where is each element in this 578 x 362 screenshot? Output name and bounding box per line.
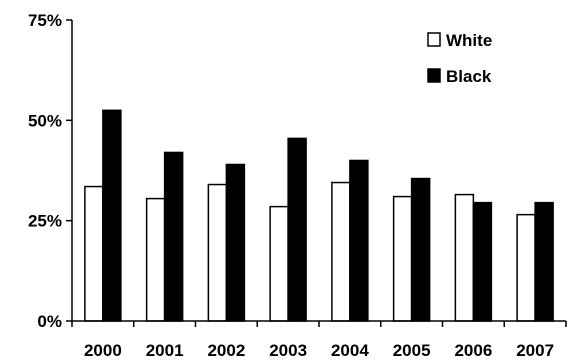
bar-black-2001 bbox=[163, 151, 184, 322]
bar-black-2000 bbox=[102, 109, 122, 322]
legend: White Black bbox=[427, 31, 492, 86]
labels-layer: 0% 25% 50% 75% 2000 2001 2002 2003 2004 2005 2006 2… bbox=[28, 11, 554, 360]
bar-black-2004 bbox=[349, 159, 369, 322]
bar-black-2007 bbox=[534, 201, 554, 322]
bar-white-2007 bbox=[516, 213, 536, 322]
bar-black-2003 bbox=[287, 137, 307, 322]
bar-white-2000 bbox=[84, 185, 104, 322]
bar-white-2001 bbox=[145, 197, 166, 322]
bar-black-2005 bbox=[410, 177, 431, 322]
x-tick-label: 2004 bbox=[331, 341, 369, 360]
legend-label-black: Black bbox=[446, 67, 492, 86]
x-tick-label: 2003 bbox=[269, 341, 307, 360]
x-tick-label: 2001 bbox=[146, 341, 184, 360]
y-tick-label: 50% bbox=[28, 111, 62, 130]
bar-black-2002 bbox=[225, 163, 246, 322]
bar-black-2006 bbox=[472, 201, 493, 322]
x-tick-label: 2002 bbox=[207, 341, 245, 360]
bar-white-2003 bbox=[269, 205, 289, 322]
y-tick-label: 25% bbox=[28, 212, 62, 231]
bar-white-2004 bbox=[331, 181, 351, 322]
bars-layer bbox=[84, 109, 554, 322]
bar-white-2006 bbox=[454, 193, 475, 322]
bar-white-2002 bbox=[207, 183, 228, 322]
y-tick-label: 0% bbox=[37, 312, 62, 331]
bar-white-2005 bbox=[392, 195, 413, 322]
legend-swatch-black bbox=[427, 68, 441, 83]
y-tick-label: 75% bbox=[28, 11, 62, 30]
x-tick-label: 2000 bbox=[84, 341, 122, 360]
legend-swatch-white bbox=[427, 32, 441, 47]
x-tick-label: 2005 bbox=[393, 341, 431, 360]
x-tick-label: 2006 bbox=[454, 341, 492, 360]
axes-layer bbox=[66, 19, 567, 327]
legend-label-white: White bbox=[446, 31, 492, 50]
x-tick-label: 2007 bbox=[516, 341, 554, 360]
